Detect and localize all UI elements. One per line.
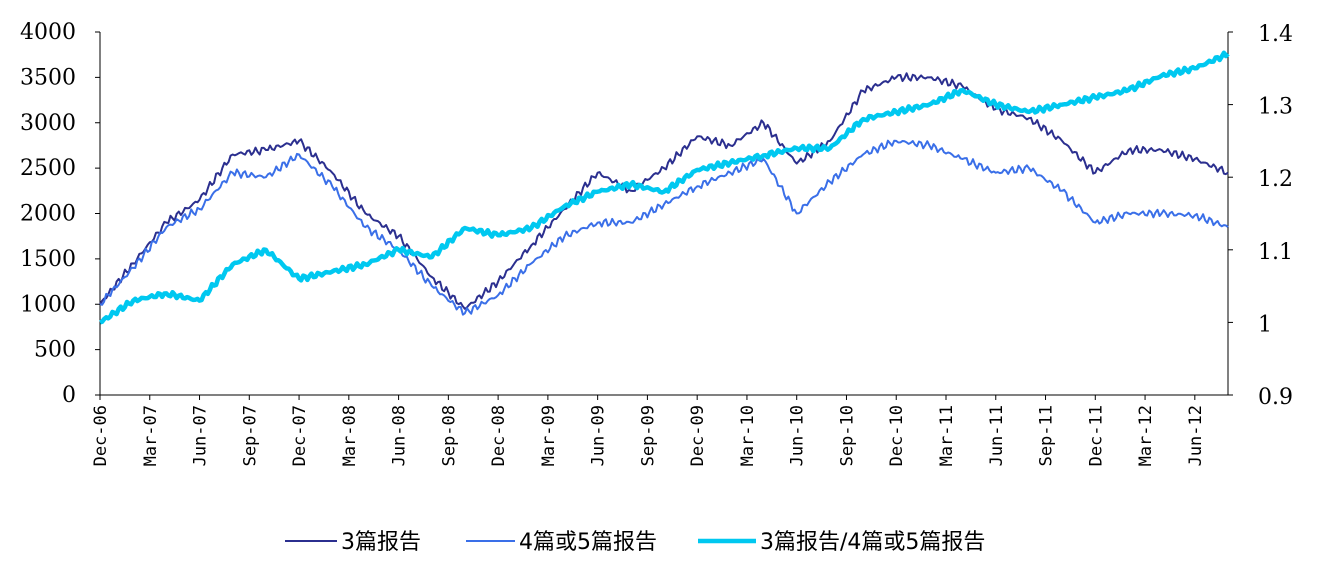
x-tick-label: Dec-11 <box>1086 405 1106 466</box>
left-y-tick-label: 4000 <box>20 20 76 45</box>
x-tick-label: Jun-07 <box>191 405 211 466</box>
left-y-tick-label: 0 <box>62 383 76 408</box>
series-line-1 <box>99 72 1229 310</box>
x-tick-label: Jun-11 <box>987 405 1007 466</box>
left-y-tick-label: 1000 <box>20 292 76 317</box>
x-tick-label: Mar-12 <box>1136 405 1156 466</box>
legend-label-2: 4篇或5篇报告 <box>519 530 657 555</box>
x-tick-label: Mar-09 <box>539 405 559 466</box>
left-y-tick-label: 3500 <box>20 65 76 90</box>
right-y-tick-label: 1.2 <box>1258 167 1293 192</box>
x-tick-label: Dec-08 <box>489 405 509 466</box>
x-tick-label: Jun-10 <box>788 405 808 466</box>
right-y-tick-label: 0.9 <box>1258 385 1293 410</box>
left-y-tick-label: 1500 <box>20 247 76 272</box>
plot-area <box>99 50 1230 325</box>
x-tick-label: Mar-07 <box>141 405 161 466</box>
right-y-tick-label: 1.4 <box>1258 22 1293 47</box>
x-tick-label: Mar-10 <box>738 405 758 466</box>
x-tick-label: Sep-07 <box>240 405 260 466</box>
x-axis-ticks: Dec-06 Mar-07 Jun-07 Sep-07 Dec-07 Mar-08 Jun-… <box>91 395 1206 466</box>
legend: 3篇报告 4篇或5篇报告 3篇报告/4篇或5篇报告 <box>285 530 985 555</box>
series-line-3 <box>99 50 1230 325</box>
x-tick-label: Dec-10 <box>887 405 907 466</box>
x-tick-label: Jun-12 <box>1186 405 1206 466</box>
left-y-tick-label: 500 <box>34 338 76 363</box>
x-tick-label: Dec-09 <box>688 405 708 466</box>
left-y-tick-label: 3000 <box>20 111 76 136</box>
left-y-tick-label: 2000 <box>20 202 76 227</box>
x-tick-label: Jun-08 <box>390 405 410 466</box>
chart-axes <box>99 32 1229 396</box>
x-tick-label: Sep-11 <box>1037 405 1057 466</box>
x-tick-label: Dec-07 <box>290 405 310 466</box>
legend-label-3: 3篇报告/4篇或5篇报告 <box>760 530 985 555</box>
series-line-2 <box>99 139 1229 316</box>
x-tick-label: Sep-08 <box>439 405 459 466</box>
right-y-tick-label: 1 <box>1258 312 1272 337</box>
legend-label-1: 3篇报告 <box>341 530 421 555</box>
x-tick-label: Dec-06 <box>91 405 111 466</box>
x-tick-label: Mar-08 <box>340 405 360 466</box>
x-tick-label: Sep-10 <box>837 405 857 466</box>
x-tick-label: Jun-09 <box>589 405 609 466</box>
right-y-axis-ticks: 0.9 1 1.1 1.2 1.3 1.4 <box>1228 22 1293 410</box>
x-tick-label: Sep-09 <box>638 405 658 466</box>
left-y-axis-ticks: 0 500 1000 1500 2000 2500 3000 3500 4000 <box>20 20 100 408</box>
left-y-tick-label: 2500 <box>20 156 76 181</box>
right-y-tick-label: 1.3 <box>1258 95 1293 120</box>
right-y-tick-label: 1.1 <box>1258 240 1293 265</box>
x-tick-label: Mar-11 <box>937 405 957 466</box>
